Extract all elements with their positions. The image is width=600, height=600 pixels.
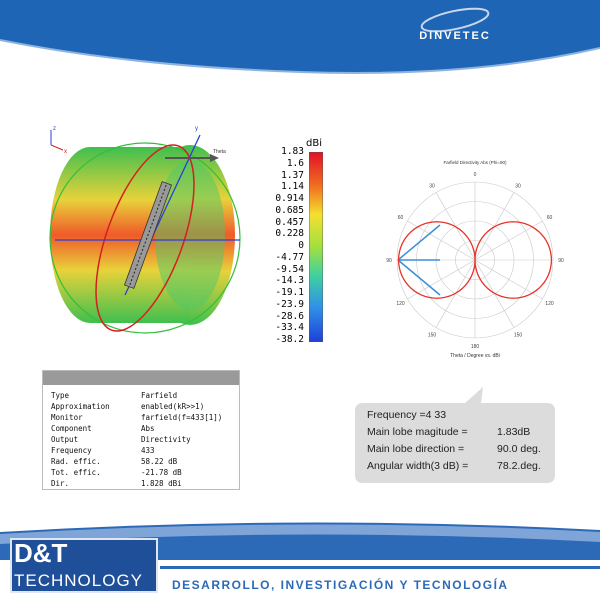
parameter-row: Monitor farfield(f=433[1]) xyxy=(51,413,237,424)
polar-angle-label: 120 xyxy=(396,301,405,307)
parameter-row: Rad. effic. 58.22 dB xyxy=(51,457,237,468)
polar-angle-label: 0 xyxy=(474,172,477,178)
pattern-curve xyxy=(397,221,553,299)
axis-y-label: y xyxy=(195,126,198,132)
parameter-value: Abs xyxy=(141,424,155,433)
callout-line-magnitude: Main lobe magitude = 1.83dB xyxy=(367,426,531,438)
scale-tick-label: -19.1 xyxy=(275,287,304,298)
parameter-value: 433 xyxy=(141,446,155,455)
parameter-value: enabled(kR>>1) xyxy=(141,402,205,411)
scale-tick-label: -14.3 xyxy=(275,275,304,287)
scale-tick-label: 0.228 xyxy=(275,228,304,240)
parameter-row: Tot. effic. -21.78 dB xyxy=(51,468,237,479)
parameter-row: Type Farfield xyxy=(51,391,237,402)
scale-unit: dBi xyxy=(306,138,322,149)
polar-angle-label: 150 xyxy=(514,332,523,338)
scale-tick-label: 1.14 xyxy=(281,181,304,193)
polar-angle-label: 30 xyxy=(429,184,435,190)
parameter-key: Component xyxy=(51,424,92,433)
parameter-value: farfield(f=433[1]) xyxy=(141,413,223,422)
polar-angle-label: 150 xyxy=(428,332,437,338)
color-scale: dBi 1.83 1.6 1.37 1.14 0.914 0.685 0.457 0.228 0… xyxy=(254,138,340,350)
sphere-outline xyxy=(49,142,241,334)
axis-x-label: x xyxy=(64,149,67,155)
beamwidth-marker-upper xyxy=(397,224,441,261)
parameter-value: Directivity xyxy=(141,435,191,444)
parameter-key: Rad. effic. xyxy=(51,457,101,466)
scale-tick-label: 1.6 xyxy=(286,157,304,169)
polar-angle-label: 120 xyxy=(545,301,554,307)
scale-tick-label: 0.457 xyxy=(275,216,304,228)
color-bar xyxy=(309,152,323,342)
parameter-value: Farfield xyxy=(141,391,178,400)
farfield-3d-pattern: Theta z x y xyxy=(49,126,241,334)
polar-angle-label: 180 xyxy=(471,344,480,350)
polar-title: Farfield Directivity Abs (Phi=90) xyxy=(444,160,507,165)
panel-header xyxy=(43,371,239,385)
farfield-parameters-panel: Type Farfield Approximation enabled(kR>>1) M… xyxy=(42,370,240,490)
logo-main-text: D&T xyxy=(14,538,68,568)
scale-tick-label: -33.4 xyxy=(275,322,304,334)
axis-z-label: z xyxy=(53,126,56,132)
callout-text: Frequency =4 33 Main lobe magitude = 1.83… xyxy=(355,385,555,485)
logo-sub-text: TECHNOLOGY xyxy=(14,571,144,590)
polar-angle-label: 30 xyxy=(515,184,521,190)
parameter-row: Frequency 433 xyxy=(51,446,237,457)
antenna-model xyxy=(123,181,173,289)
parameter-row: Approximation enabled(kR>>1) xyxy=(51,402,237,413)
polar-angle-label: 90 xyxy=(386,258,392,264)
phi-cut-ring xyxy=(95,144,195,332)
scale-tick-label: 0.914 xyxy=(275,193,304,204)
parameter-key: Tot. effic. xyxy=(51,468,101,477)
scale-tick-label: 1.37 xyxy=(281,169,304,181)
company-logo xyxy=(10,538,158,593)
parameter-row: Output Directivity xyxy=(51,435,237,446)
parameter-key: Monitor xyxy=(51,413,83,422)
parameter-value: 58.22 dB xyxy=(141,457,178,466)
polar-angle-label: 90 xyxy=(558,258,564,264)
parameter-value: -21.78 dB xyxy=(141,468,182,477)
scale-tick-label: 0 xyxy=(298,240,304,251)
parameter-key: Dir. xyxy=(51,479,70,488)
scale-tick-label: -38.2 xyxy=(275,334,304,345)
beamwidth-marker-lower xyxy=(397,259,441,296)
scale-tick-label: 0.685 xyxy=(275,204,304,216)
parameter-key: Output xyxy=(51,435,79,444)
scale-tick-label: -23.9 xyxy=(275,298,304,310)
polar-plot: Farfield Directivity Abs (Phi=90) 0 30 30 6… xyxy=(386,160,564,359)
polar-angle-label: 60 xyxy=(398,215,404,221)
parameter-value: 1.828 dBi xyxy=(141,479,182,488)
header-banner xyxy=(0,0,600,74)
parameter-key: Type xyxy=(51,391,70,400)
polar-angle-label: 60 xyxy=(547,215,553,221)
callout-line-direction: Main lobe direction = 90.0 deg. xyxy=(367,443,541,455)
footer-tagline: DESARROLLO, INVESTIGACIÓN Y TECNOLOGÍA xyxy=(172,578,509,592)
scale-tick-label: -9.54 xyxy=(275,263,304,275)
brand-name: DINVETEC xyxy=(419,30,491,42)
polar-xlabel: Theta / Degree vs. dBi xyxy=(450,353,500,359)
callout-frequency: Frequency =4 33 xyxy=(367,409,447,421)
parameter-key: Frequency xyxy=(51,446,92,455)
scale-tick-label: -4.77 xyxy=(275,251,304,263)
parameter-key: Approximation xyxy=(51,402,110,411)
scale-tick-label: 1.83 xyxy=(281,146,304,157)
callout-bubble xyxy=(355,387,555,483)
parameter-row: Component Abs xyxy=(51,424,237,435)
scale-tick-label: -28.6 xyxy=(275,310,304,322)
parameter-row: Dir. 1.828 dBi xyxy=(51,479,237,490)
callout-line-width: Angular width(3 dB) = 78.2.deg. xyxy=(367,460,541,472)
theta-label: Theta xyxy=(213,149,226,155)
